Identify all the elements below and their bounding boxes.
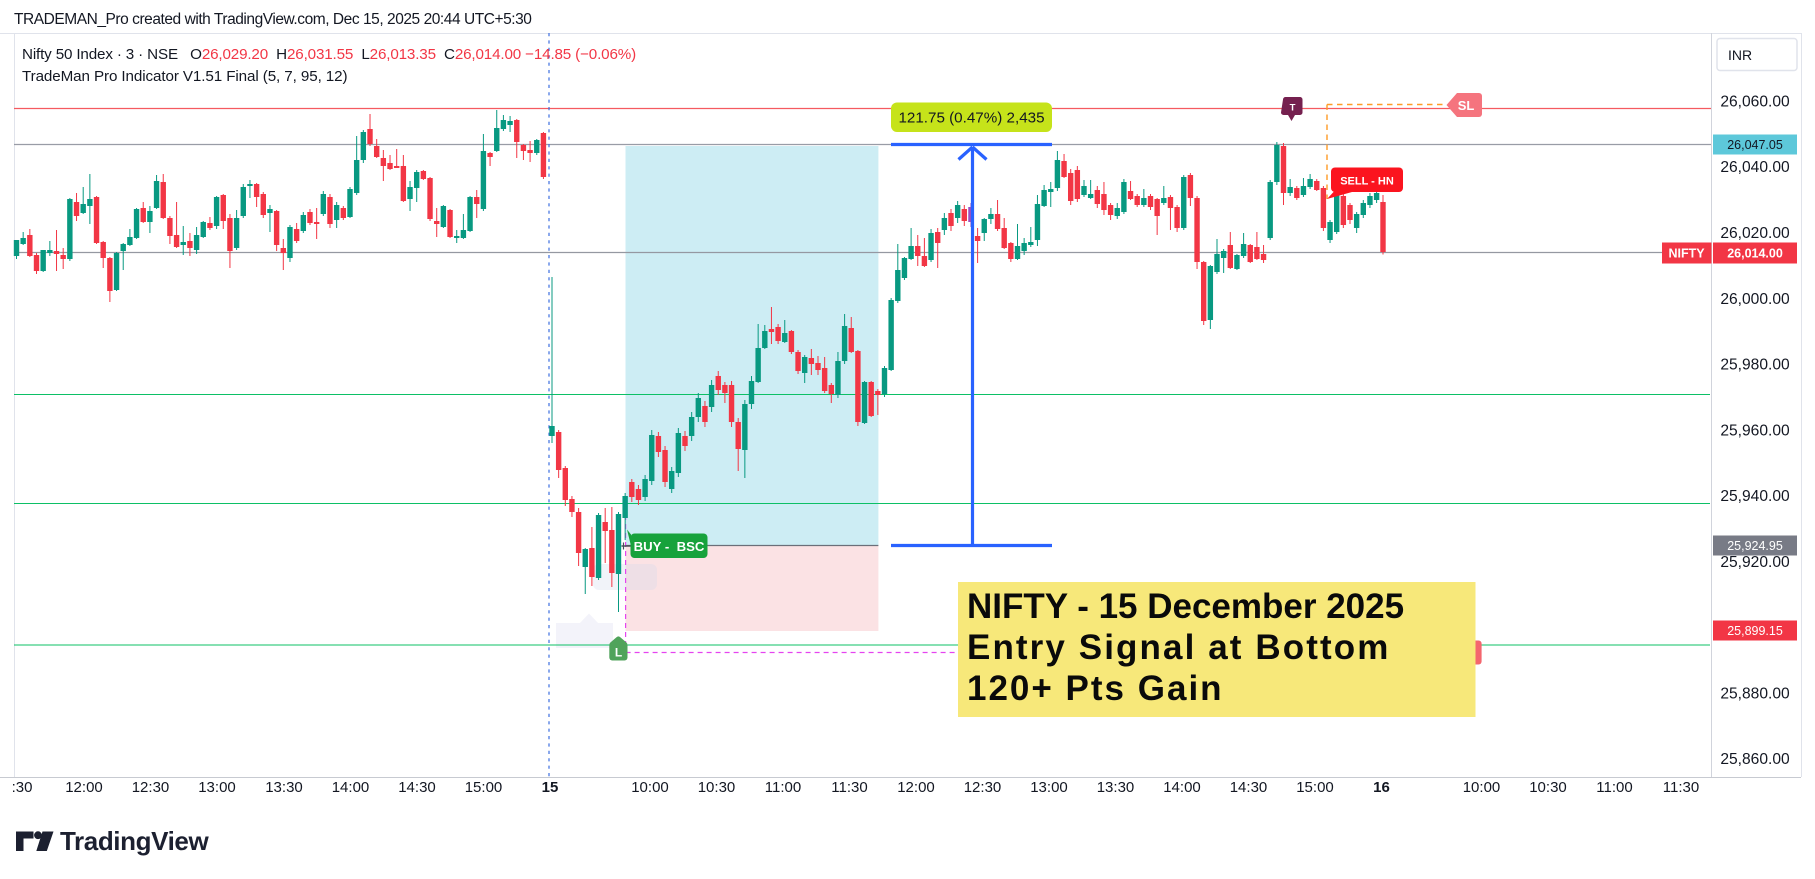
svg-text:TRADEMAN_Pro created with Trad: TRADEMAN_Pro created with TradingView.co…: [14, 11, 532, 28]
svg-text:NIFTY: NIFTY: [1668, 247, 1705, 261]
svg-text:TradingView: TradingView: [60, 826, 209, 856]
svg-text:25,940.00: 25,940.00: [1720, 488, 1790, 505]
svg-text:11:00: 11:00: [765, 779, 801, 796]
svg-text:15:00: 15:00: [1296, 779, 1334, 796]
svg-text:13:30: 13:30: [265, 779, 303, 796]
svg-text:L: L: [615, 646, 622, 660]
svg-text:10:30: 10:30: [698, 779, 736, 796]
svg-text:Nifty 50 Index · 3 · NSE O26: Nifty 50 Index · 3 · NSE O26,029.20 H26,…: [22, 46, 636, 63]
svg-text:26,047.05: 26,047.05: [1727, 138, 1783, 152]
svg-text:14:00: 14:00: [1163, 779, 1201, 796]
svg-text::30: :30: [12, 779, 33, 796]
svg-text:12:30: 12:30: [132, 779, 170, 796]
svg-text:25,980.00: 25,980.00: [1720, 357, 1790, 374]
svg-text:12:30: 12:30: [964, 779, 1002, 796]
svg-text:12:00: 12:00: [897, 779, 935, 796]
svg-text:SELL - HN: SELL - HN: [1340, 175, 1394, 187]
svg-text:10:30: 10:30: [1529, 779, 1567, 796]
svg-text:14:30: 14:30: [1230, 779, 1268, 796]
svg-text:15:00: 15:00: [465, 779, 503, 796]
svg-text:25,899.15: 25,899.15: [1727, 624, 1783, 638]
svg-text:T: T: [1290, 103, 1296, 114]
svg-text:13:00: 13:00: [198, 779, 236, 796]
svg-text:BUY - BSC: BUY - BSC: [634, 539, 705, 554]
svg-text:11:30: 11:30: [1663, 779, 1699, 796]
svg-text:10:00: 10:00: [631, 779, 669, 796]
svg-text:26,020.00: 26,020.00: [1720, 225, 1790, 242]
svg-text:25,960.00: 25,960.00: [1720, 422, 1790, 439]
svg-text:INR: INR: [1728, 47, 1752, 63]
svg-text:11:30: 11:30: [831, 779, 867, 796]
svg-text:25,880.00: 25,880.00: [1720, 685, 1790, 702]
svg-text:Entry Signal at Bottom: Entry Signal at Bottom: [967, 628, 1390, 667]
svg-text:26,000.00: 26,000.00: [1720, 291, 1790, 308]
svg-text:12:00: 12:00: [65, 779, 103, 796]
svg-text:25,924.95: 25,924.95: [1727, 539, 1783, 553]
svg-text:13:30: 13:30: [1097, 779, 1135, 796]
svg-text:25,920.00: 25,920.00: [1720, 554, 1790, 571]
svg-text:25,860.00: 25,860.00: [1720, 751, 1790, 768]
svg-text:16: 16: [1373, 779, 1390, 796]
svg-text:121.75 (0.47%) 2,435: 121.75 (0.47%) 2,435: [898, 110, 1044, 127]
svg-text:SL: SL: [1458, 98, 1475, 113]
svg-text:14:30: 14:30: [398, 779, 436, 796]
svg-text:TradeMan Pro Indicator V1.51 F: TradeMan Pro Indicator V1.51 Final (5, 7…: [22, 68, 348, 85]
svg-text:14:00: 14:00: [332, 779, 370, 796]
svg-text:26,060.00: 26,060.00: [1720, 93, 1790, 110]
svg-text:NIFTY - 15 December 2025: NIFTY - 15 December 2025: [967, 587, 1404, 626]
svg-text:120+ Pts Gain: 120+ Pts Gain: [967, 669, 1224, 708]
svg-text:10:00: 10:00: [1463, 779, 1501, 796]
svg-text:26,040.00: 26,040.00: [1720, 159, 1790, 176]
svg-text:15: 15: [542, 779, 559, 796]
svg-text:26,014.00: 26,014.00: [1727, 247, 1783, 261]
svg-text:13:00: 13:00: [1030, 779, 1068, 796]
svg-text:11:00: 11:00: [1596, 779, 1632, 796]
